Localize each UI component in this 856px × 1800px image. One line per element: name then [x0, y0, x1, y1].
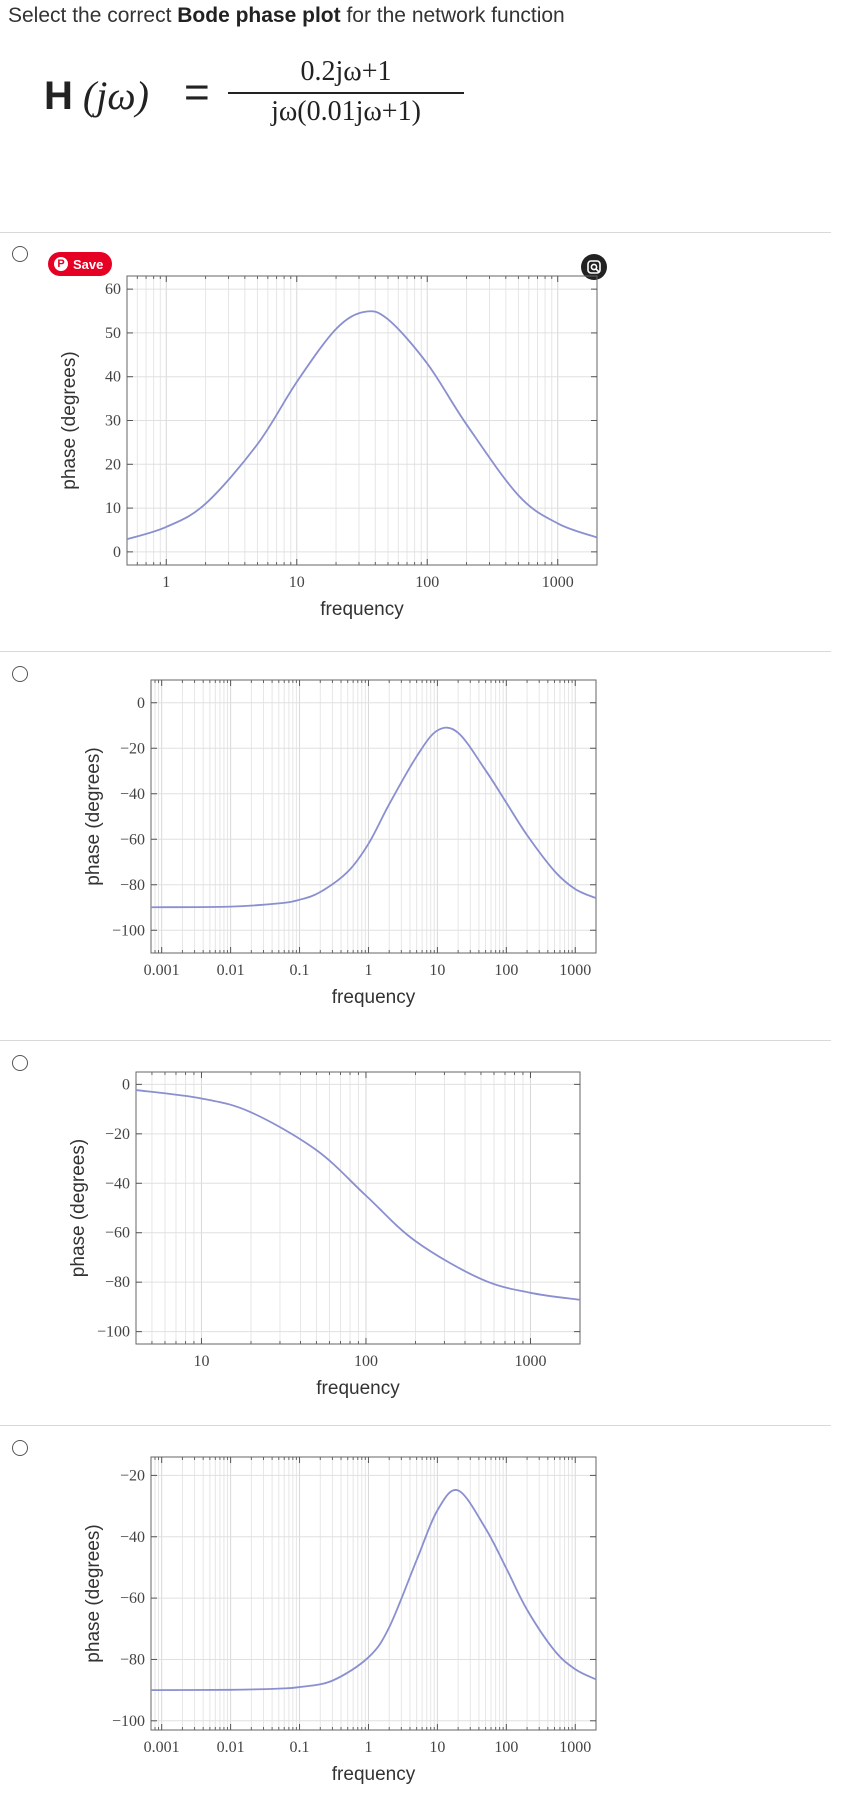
question-text: Select the correct Bode phase plot for t… — [8, 4, 565, 27]
y-tick-label: 60 — [105, 281, 121, 298]
x-tick-label: 100 — [354, 1353, 378, 1370]
phase-curve — [150, 726, 597, 909]
formula-lhs: H (jω) — [44, 73, 149, 118]
y-tick-label: −20 — [105, 1126, 130, 1143]
x-tick-label: 1000 — [559, 1739, 591, 1756]
x-tick-label: 1000 — [514, 1353, 546, 1370]
x-tick-label: 1000 — [559, 962, 591, 979]
x-axis-title: frequency — [332, 987, 416, 1008]
plot-frame — [150, 1456, 597, 1731]
x-tick-label: 0.01 — [217, 962, 245, 979]
y-tick-label: 0 — [122, 1076, 130, 1093]
save-button[interactable]: P Save — [48, 252, 112, 276]
y-tick-label: −60 — [105, 1225, 130, 1242]
y-tick-label: −20 — [120, 1467, 145, 1484]
option-divider — [0, 232, 831, 233]
y-tick-label: 30 — [105, 413, 121, 430]
y-tick-label: −60 — [120, 1590, 145, 1607]
x-tick-label: 0.01 — [217, 1739, 245, 1756]
option-1-radio[interactable] — [12, 246, 28, 262]
y-tick-label: 20 — [105, 456, 121, 473]
option-4-radio[interactable] — [12, 1440, 28, 1456]
x-tick-label: 1 — [162, 574, 170, 591]
y-axis-title: phase (degrees) — [83, 747, 104, 885]
x-tick-label: 10 — [193, 1353, 209, 1370]
formula-numerator: 0.2jω+1 — [228, 56, 464, 94]
y-tick-label: −100 — [97, 1324, 130, 1341]
x-tick-label: 1 — [364, 962, 372, 979]
option-divider — [0, 1425, 831, 1426]
formula-fraction: 0.2jω+1 jω(0.01jω+1) — [228, 56, 464, 128]
x-tick-label: 0.1 — [290, 962, 310, 979]
y-tick-label: −40 — [120, 1529, 145, 1546]
option-divider — [0, 651, 831, 652]
x-axis-title: frequency — [316, 1378, 400, 1399]
x-tick-label: 0.001 — [144, 1739, 180, 1756]
x-tick-label: 10 — [429, 1739, 445, 1756]
question-emphasis: Bode phase plot — [177, 4, 341, 27]
y-tick-label: −100 — [112, 1713, 145, 1730]
x-tick-label: 0.1 — [290, 1739, 310, 1756]
option-divider — [0, 1040, 831, 1041]
x-axis-title: frequency — [320, 599, 404, 620]
y-tick-label: −60 — [120, 831, 145, 848]
network-function-formula: H (jω) = 0.2jω+1 jω(0.01jω+1) — [44, 56, 464, 146]
x-tick-label: 1000 — [542, 574, 574, 591]
option-2-radio[interactable] — [12, 666, 28, 682]
x-tick-label: 10 — [429, 962, 445, 979]
y-tick-label: −40 — [120, 786, 145, 803]
x-tick-label: 0.001 — [144, 962, 180, 979]
y-tick-label: 50 — [105, 325, 121, 342]
pin-icon: P — [54, 257, 68, 271]
y-tick-label: −80 — [120, 877, 145, 894]
y-tick-label: −40 — [105, 1175, 130, 1192]
y-tick-label: −80 — [120, 1651, 145, 1668]
x-tick-label: 100 — [494, 962, 518, 979]
option-3-radio[interactable] — [12, 1055, 28, 1071]
y-tick-label: 0 — [113, 544, 121, 561]
y-axis-title: phase (degrees) — [68, 1139, 89, 1277]
plot-frame — [150, 679, 597, 954]
y-tick-label: −80 — [105, 1274, 130, 1291]
phase-curve — [126, 310, 598, 541]
y-tick-label: 10 — [105, 500, 121, 517]
formula-equals: = — [184, 68, 210, 117]
y-axis-title: phase (degrees) — [59, 351, 80, 489]
y-axis-title: phase (degrees) — [83, 1524, 104, 1662]
x-axis-title: frequency — [332, 1764, 416, 1785]
y-tick-label: 40 — [105, 369, 121, 386]
phase-curve — [150, 1489, 597, 1691]
x-tick-label: 100 — [494, 1739, 518, 1756]
x-tick-label: 10 — [289, 574, 305, 591]
phase-curve — [135, 1089, 581, 1301]
y-tick-label: 0 — [137, 695, 145, 712]
x-tick-label: 1 — [364, 1739, 372, 1756]
x-tick-label: 100 — [415, 574, 439, 591]
y-tick-label: −20 — [120, 740, 145, 757]
formula-denominator: jω(0.01jω+1) — [271, 96, 421, 127]
y-tick-label: −100 — [112, 922, 145, 939]
